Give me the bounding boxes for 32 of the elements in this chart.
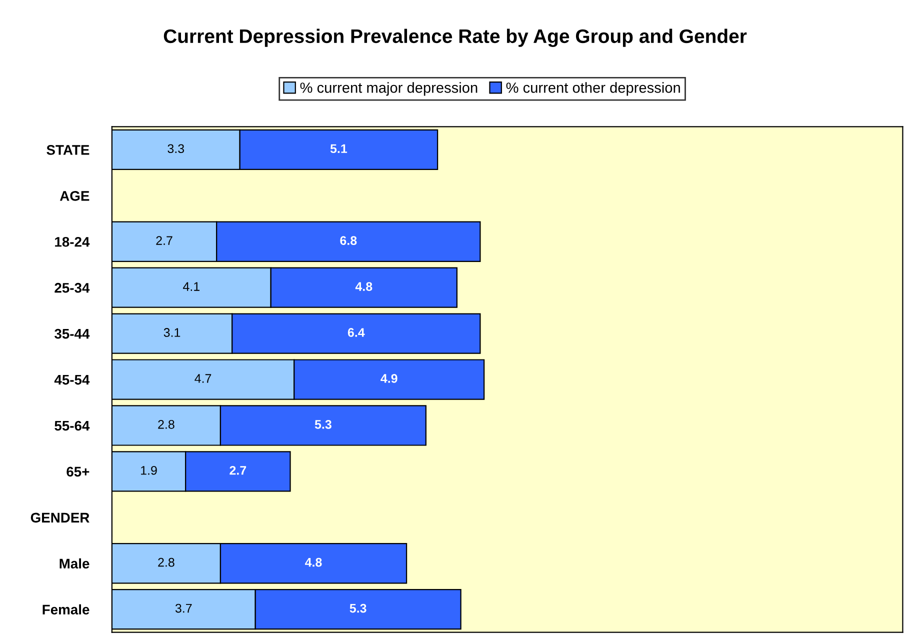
data-label: 2.7 (156, 236, 172, 245)
y-tick-label: 18-24 (55, 236, 90, 247)
y-tick-label: Female (42, 604, 90, 615)
y-tick-label: 25-34 (54, 282, 90, 293)
y-tick-label: 65+ (66, 466, 90, 477)
data-label: 3.3 (168, 144, 184, 154)
data-label: 4.9 (380, 374, 398, 383)
data-label: 5.3 (350, 604, 366, 613)
data-label: 4.1 (182, 282, 200, 291)
y-tick-label: 35-44 (54, 328, 90, 339)
y-tick-label: 45-54 (54, 374, 90, 385)
data-label: 2.7 (230, 466, 246, 475)
data-label: 5.1 (330, 144, 348, 154)
y-tick-label: AGE (60, 191, 90, 201)
legend-label: % current major depression (300, 82, 478, 96)
y-tick-label: GENDER (30, 512, 90, 523)
data-label: 2.8 (158, 420, 174, 429)
data-label: 1.9 (141, 466, 157, 475)
data-label: 6.8 (340, 236, 357, 245)
data-label: 6.4 (348, 328, 365, 337)
data-label: 4.8 (355, 282, 372, 291)
y-tick-label: Male (60, 558, 90, 569)
data-label: 5.3 (314, 420, 332, 429)
data-label: 4.8 (305, 558, 322, 567)
data-label: 3.1 (164, 328, 180, 337)
y-tick-label: STATE (46, 145, 90, 155)
data-label: 4.7 (194, 374, 212, 383)
data-label: 2.8 (158, 558, 174, 567)
y-tick-label: 55-64 (54, 420, 90, 431)
legend-label: % current other depression (506, 82, 680, 96)
chart-title: Current Depression Prevalence Rate by Age Group and Gender (164, 28, 747, 48)
data-label: 3.7 (175, 604, 192, 613)
